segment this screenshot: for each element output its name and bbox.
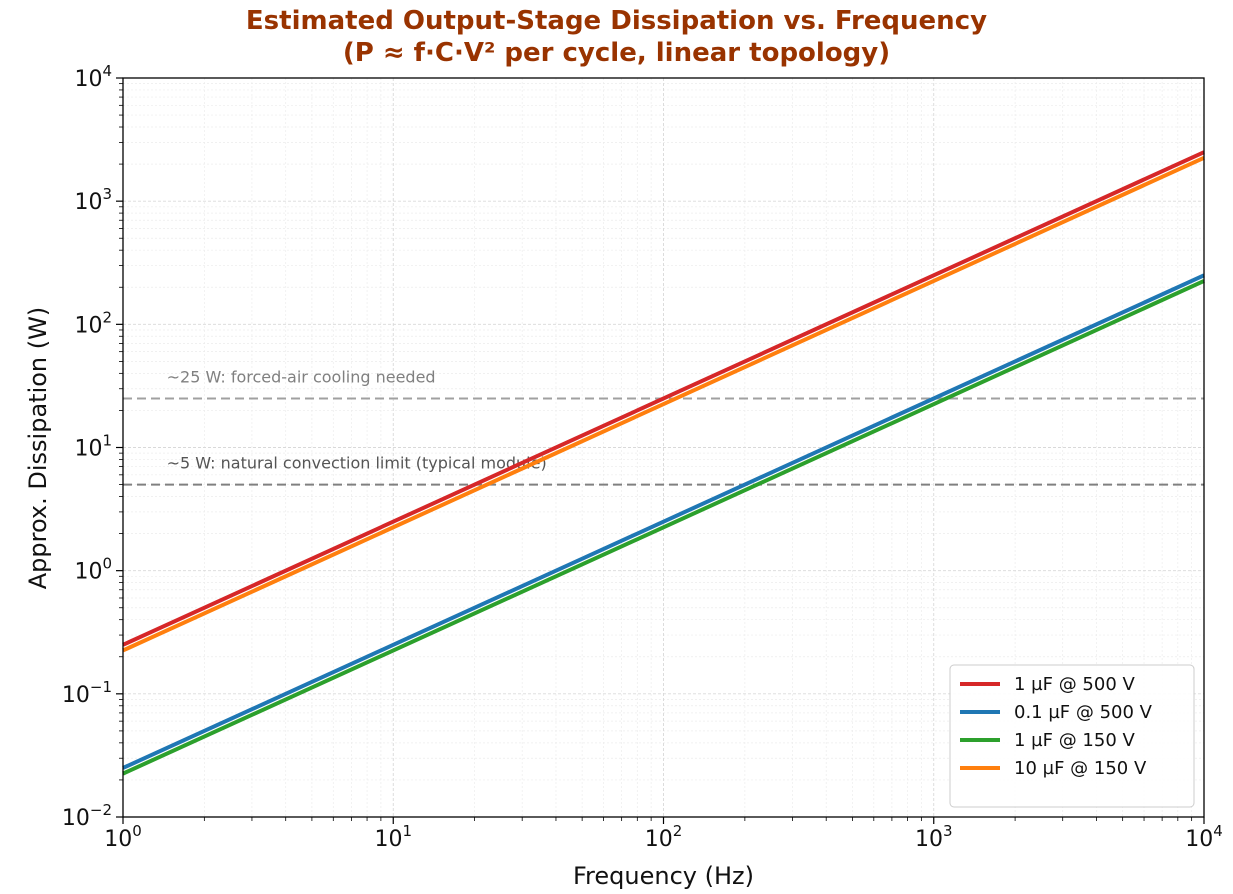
y-tick-label: 100 bbox=[74, 555, 112, 585]
y-tick-label: 103 bbox=[74, 185, 112, 215]
x-tick-label: 104 bbox=[1185, 822, 1223, 852]
legend: 1 µF @ 500 V 0.1 µF @ 500 V 1 µF @ 150 V 10… bbox=[949, 664, 1195, 808]
reference-line-label: ~25 W: forced-air cooling needed bbox=[167, 367, 436, 386]
series-line bbox=[122, 155, 1205, 653]
series-line bbox=[122, 150, 1205, 647]
y-tick-label: 10−1 bbox=[62, 678, 112, 708]
chart-title-line-2: (P ≈ f·C·V² per cycle, linear topology) bbox=[342, 38, 891, 68]
legend-label: 0.1 µF @ 500 V bbox=[1014, 702, 1153, 723]
legend-label: 1 µF @ 500 V bbox=[1014, 674, 1136, 695]
y-tick-label: 102 bbox=[74, 308, 112, 338]
reference-lines: ~25 W: forced-air cooling needed ~5 W: na… bbox=[123, 367, 1204, 486]
x-tick-label: 100 bbox=[104, 822, 142, 852]
axis-tick-labels: 100 101 102 103 104 10−2 10−1 100 101 102 103 104 bbox=[62, 62, 1223, 852]
x-tick-label: 101 bbox=[374, 822, 412, 852]
grid-major bbox=[123, 78, 1204, 817]
y-tick-label: 101 bbox=[74, 432, 112, 462]
x-tick-label: 102 bbox=[645, 822, 683, 852]
y-tick-label: 10−2 bbox=[62, 801, 112, 831]
x-axis-label: Frequency (Hz) bbox=[573, 862, 754, 890]
chart-title-line-1: Estimated Output-Stage Dissipation vs. F… bbox=[245, 6, 988, 36]
series-line bbox=[122, 273, 1205, 770]
axis-ticks bbox=[116, 77, 1205, 824]
series-line bbox=[122, 279, 1205, 776]
y-tick-label: 104 bbox=[74, 62, 112, 92]
legend-label: 10 µF @ 150 V bbox=[1014, 758, 1147, 779]
x-tick-label: 103 bbox=[915, 822, 953, 852]
reference-line-label: ~5 W: natural convection limit (typical … bbox=[167, 454, 547, 473]
y-axis-label: Approx. Dissipation (W) bbox=[24, 306, 52, 590]
legend-label: 1 µF @ 150 V bbox=[1014, 730, 1136, 751]
series-lines bbox=[122, 150, 1205, 776]
legend-box bbox=[949, 664, 1195, 808]
